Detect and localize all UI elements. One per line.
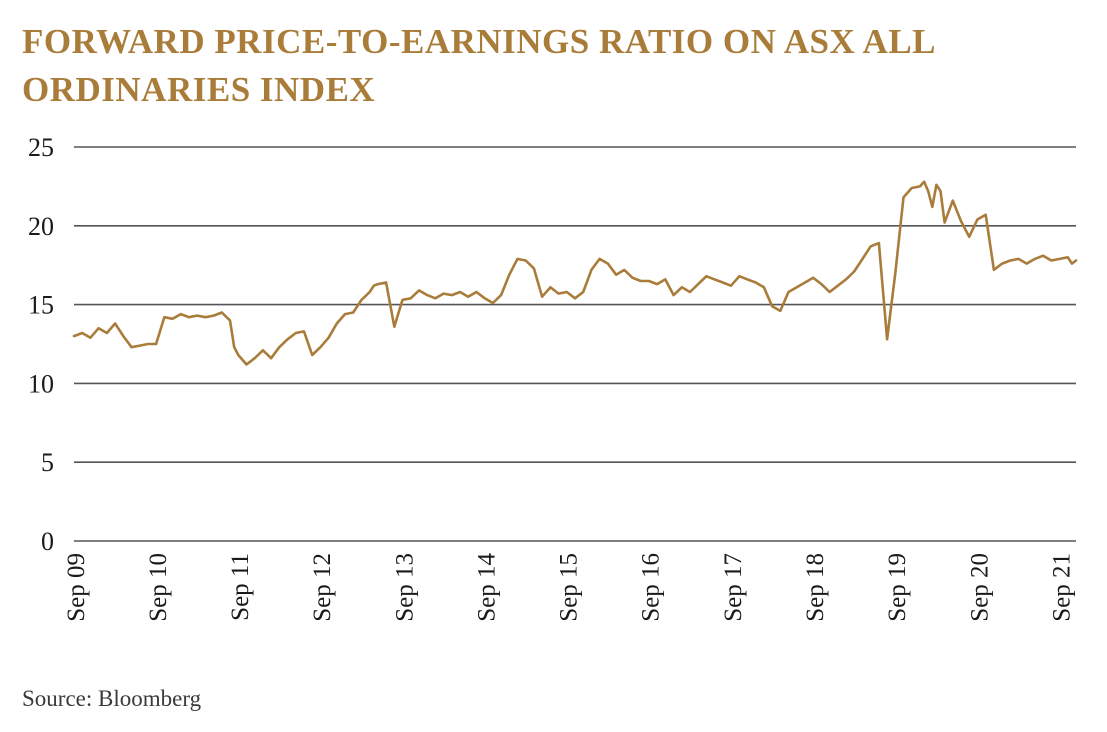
gridlines <box>74 146 1076 542</box>
x-tick-label-6: Sep 15 <box>556 553 583 622</box>
series-layer <box>72 180 1078 366</box>
x-tick-label-0: Sep 09 <box>63 553 90 622</box>
x-tick-label-10: Sep 19 <box>884 553 911 622</box>
x-tick-label-9: Sep 18 <box>802 553 829 622</box>
y-tick-label-0: 0 <box>41 527 54 556</box>
chart: 0 5 10 15 20 25 Sep 09 Sep 10 Sep 11 Sep 12 Sep 1… <box>28 133 1078 622</box>
x-tick-label-1: Sep 10 <box>145 553 172 622</box>
x-tick-label-12: Sep 21 <box>1048 553 1075 622</box>
x-tick-label-11: Sep 20 <box>966 553 993 622</box>
x-tick-label-4: Sep 13 <box>391 553 418 622</box>
y-tick-label-25: 25 <box>28 133 54 162</box>
x-tick-label-5: Sep 14 <box>473 553 500 622</box>
x-axis-ticks: Sep 09 Sep 10 Sep 11 Sep 12 Sep 13 Sep 14 Sep … <box>63 553 1076 622</box>
x-tick-label-2: Sep 11 <box>227 553 254 621</box>
y-axis-ticks: 0 5 10 15 20 25 <box>28 133 54 556</box>
source-note: Source: Bloomberg <box>22 686 202 711</box>
y-tick-label-20: 20 <box>28 212 54 241</box>
y-tick-label-10: 10 <box>28 369 54 398</box>
series-line-0 <box>72 180 1078 366</box>
x-tick-label-8: Sep 17 <box>720 553 747 622</box>
x-tick-label-7: Sep 16 <box>638 553 665 622</box>
y-tick-label-5: 5 <box>41 448 54 477</box>
chart-title: FORWARD PRICE-TO-EARNINGS RATIO ON ASX A… <box>22 22 935 109</box>
x-tick-label-3: Sep 12 <box>309 553 336 622</box>
y-tick-label-15: 15 <box>28 291 54 320</box>
